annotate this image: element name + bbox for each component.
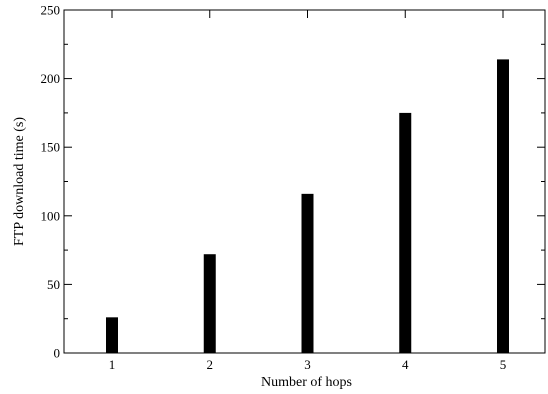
x-tick-label: 1: [109, 357, 116, 372]
bar-hops-5: [497, 59, 509, 353]
y-tick-label: 50: [47, 277, 60, 292]
bars-layer: [106, 59, 509, 354]
y-tick-label: 100: [41, 208, 61, 223]
plot-frame: [63, 9, 546, 354]
y-tick-label: 150: [41, 140, 61, 155]
bar-hops-2: [203, 254, 216, 353]
x-tick-label: 5: [500, 357, 507, 372]
y-tick-label: 200: [41, 71, 61, 86]
x-tick-label: 2: [207, 357, 214, 372]
bar-hops-1: [106, 317, 118, 353]
y-axis-label: FTP download time (s): [12, 117, 27, 246]
y-tick-label: 0: [54, 346, 61, 361]
x-axis-label: Number of hops: [261, 375, 352, 390]
labels-layer: 0 50 100 150 200 250 1 2 3 4 5: [41, 3, 507, 373]
x-tick-label: 4: [402, 357, 409, 372]
x-tick-label: 3: [304, 357, 311, 372]
y-tick-label: 250: [41, 3, 61, 18]
bar-hops-3: [301, 193, 314, 353]
bar-hops-4: [399, 112, 412, 354]
